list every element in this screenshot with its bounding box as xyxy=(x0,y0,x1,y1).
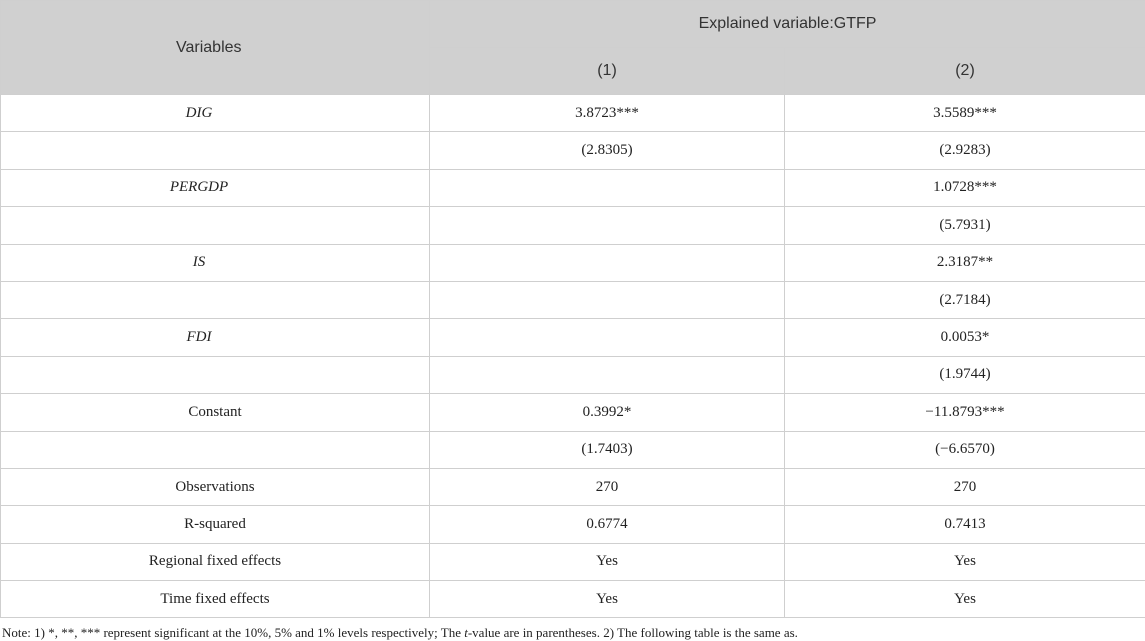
row-variable-name: IS xyxy=(0,243,430,282)
cell-column-1: 0.6774 xyxy=(429,505,785,544)
row-variable-name: FDI xyxy=(0,318,430,357)
table-row: R-squared 0.6774 0.7413 xyxy=(0,505,1145,544)
variable-label: Observations xyxy=(175,478,255,495)
row-variable-name: Time fixed effects xyxy=(0,580,430,619)
row-variable-name xyxy=(0,131,430,170)
cell-column-1 xyxy=(429,243,785,282)
cell-column-2: 270 xyxy=(783,467,1145,507)
cell-column-1 xyxy=(429,280,785,320)
regression-table-container: Variables Explained variable:GTFP (1) (2… xyxy=(0,0,1145,619)
table-row: Regional fixed effects Yes Yes xyxy=(0,542,1145,582)
table-body: DIG 3.8723*** 3.5589*** (2.8305) (2.9283) PER… xyxy=(0,93,1145,619)
cell-column-1: 270 xyxy=(429,467,785,507)
variable-label: IS xyxy=(192,254,206,271)
variable-label: Constant xyxy=(188,403,242,420)
cell-column-2: Yes xyxy=(783,580,1145,619)
table-header: Variables Explained variable:GTFP (1) (2… xyxy=(0,0,1145,95)
cell-column-1 xyxy=(429,355,785,395)
cell-column-2: 3.5589*** xyxy=(783,93,1145,133)
header-explained-variable: Explained variable:GTFP xyxy=(428,0,1145,48)
row-variable-name: PERGDP xyxy=(0,168,430,208)
note-italic-t: t xyxy=(464,625,468,640)
cell-column-2: 1.0728*** xyxy=(783,168,1145,208)
table-row: IS 2.3187** xyxy=(0,243,1145,282)
table-row: (1.9744) xyxy=(0,355,1145,395)
cell-column-2: Yes xyxy=(783,542,1145,582)
row-variable-name: R-squared xyxy=(0,505,430,544)
table-row: Time fixed effects Yes Yes xyxy=(0,580,1145,619)
cell-column-1: 3.8723*** xyxy=(429,93,785,133)
cell-column-1: (2.8305) xyxy=(429,131,785,170)
cell-column-1: Yes xyxy=(429,542,785,582)
variable-label: Regional fixed effects xyxy=(148,553,282,570)
row-variable-name xyxy=(0,206,430,245)
cell-column-2: 0.7413 xyxy=(783,505,1145,544)
table-row: Observations 270 270 xyxy=(0,467,1145,507)
cell-column-2: (5.7931) xyxy=(783,206,1145,245)
cell-column-2: (2.7184) xyxy=(783,280,1145,320)
table-row: DIG 3.8723*** 3.5589*** xyxy=(0,93,1145,133)
header-column-1: (1) xyxy=(429,47,785,95)
cell-column-1: (1.7403) xyxy=(429,430,785,469)
header-column-2: (2) xyxy=(783,47,1145,95)
table-row: PERGDP 1.0728*** xyxy=(0,168,1145,208)
row-variable-name: Observations xyxy=(0,467,430,507)
row-variable-name xyxy=(0,430,430,469)
table-row: (2.7184) xyxy=(0,280,1145,320)
cell-column-2: (−6.6570) xyxy=(783,430,1145,469)
note-suffix: -value are in parentheses. 2) The follow… xyxy=(467,625,798,640)
variable-label: FDI xyxy=(186,329,212,346)
table-row: (2.8305) (2.9283) xyxy=(0,131,1145,170)
cell-column-1: 0.3992* xyxy=(429,393,785,432)
cell-column-2: (1.9744) xyxy=(783,355,1145,395)
variable-label: PERGDP xyxy=(169,179,229,196)
variable-label: R-squared xyxy=(184,515,246,532)
table-row: (5.7931) xyxy=(0,206,1145,245)
cell-column-1: Yes xyxy=(429,580,785,619)
cell-column-1 xyxy=(429,206,785,245)
table-row: Constant 0.3992* −11.8793*** xyxy=(0,393,1145,432)
cell-column-1 xyxy=(429,168,785,208)
row-variable-name xyxy=(0,355,430,395)
table-row: FDI 0.0053* xyxy=(0,318,1145,357)
header-variables: Variables xyxy=(0,0,430,95)
table-row: (1.7403) (−6.6570) xyxy=(0,430,1145,469)
cell-column-2: (2.9283) xyxy=(783,131,1145,170)
table-note: Note: 1) *, **, *** represent significan… xyxy=(2,625,798,641)
variable-label: DIG xyxy=(185,104,213,121)
cell-column-1 xyxy=(429,318,785,357)
cell-column-2: 0.0053* xyxy=(783,318,1145,357)
regression-table: Variables Explained variable:GTFP (1) (2… xyxy=(0,0,1145,619)
row-variable-name xyxy=(0,280,430,320)
row-variable-name: Regional fixed effects xyxy=(0,542,430,582)
row-variable-name: Constant xyxy=(0,393,430,432)
cell-column-2: 2.3187** xyxy=(783,243,1145,282)
variable-label: Time fixed effects xyxy=(160,590,270,607)
row-variable-name: DIG xyxy=(0,93,430,133)
note-prefix: Note: 1) *, **, *** represent significan… xyxy=(2,625,465,640)
cell-column-2: −11.8793*** xyxy=(783,393,1145,432)
